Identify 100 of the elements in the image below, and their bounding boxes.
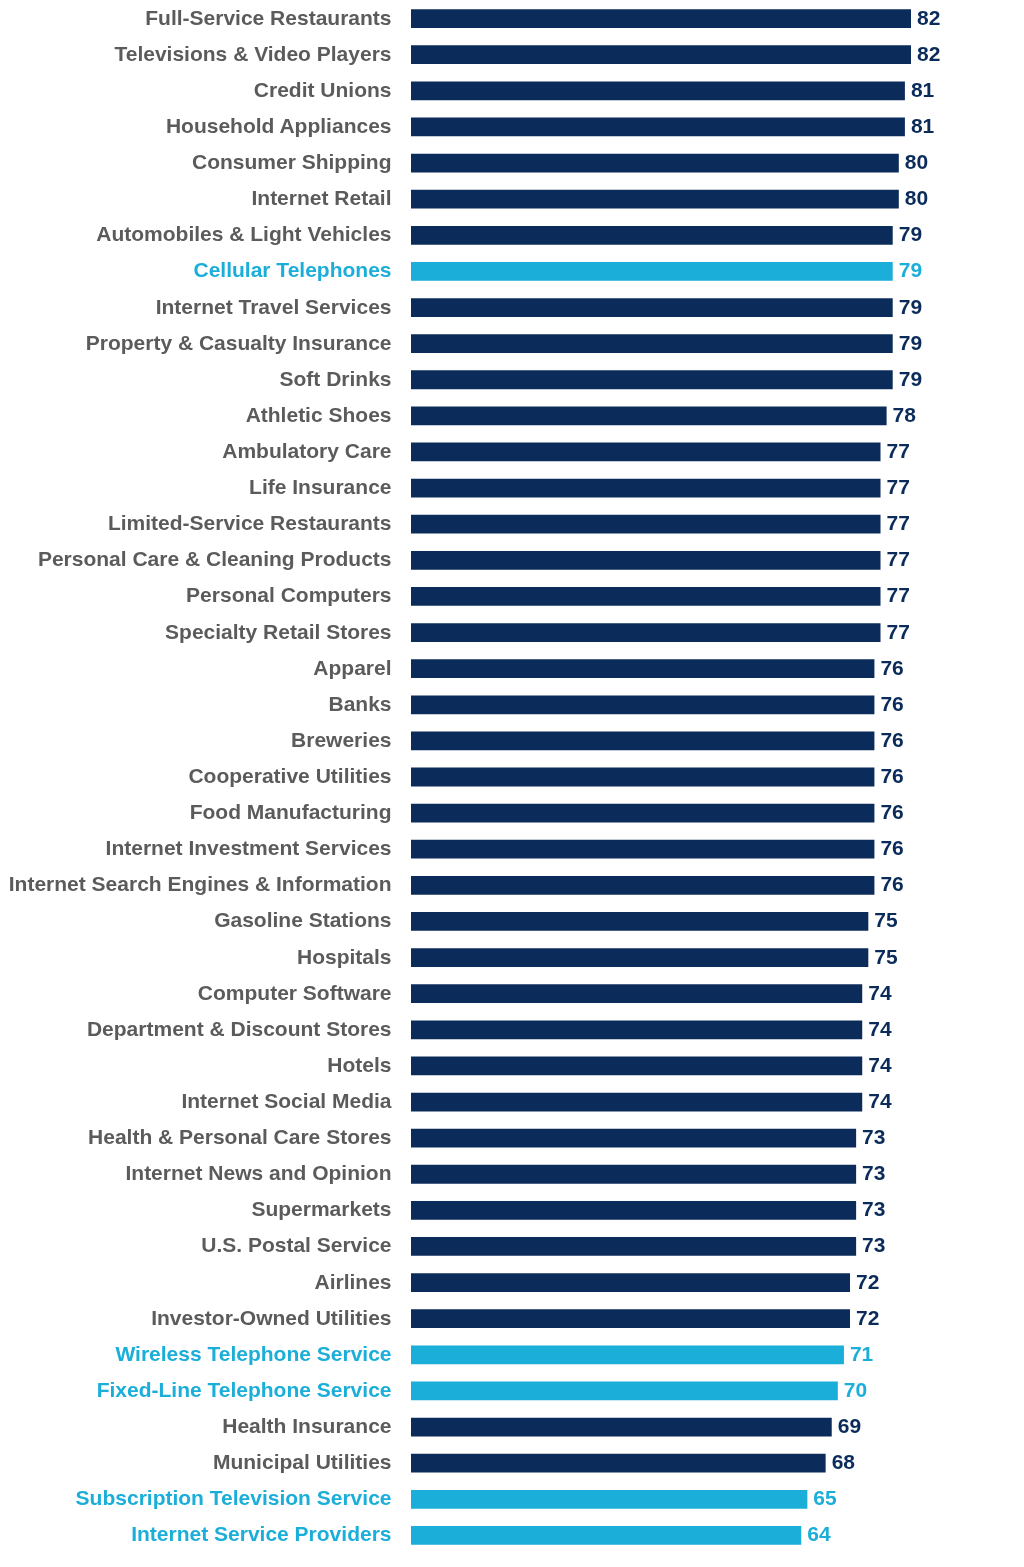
data-label: 70 bbox=[843, 1377, 868, 1401]
bar bbox=[411, 1237, 857, 1256]
bar bbox=[411, 117, 905, 137]
bar bbox=[411, 1309, 851, 1329]
data-label: 82 bbox=[917, 41, 941, 65]
y-tick-label: Televisions & Video Players bbox=[114, 41, 392, 65]
data-label: 79 bbox=[898, 330, 923, 354]
y-tick-label: Municipal Utilities bbox=[212, 1450, 392, 1474]
y-tick-label: Life Insurance bbox=[249, 475, 392, 499]
bar bbox=[411, 1526, 802, 1545]
bar bbox=[411, 225, 893, 245]
y-tick-label: Apparel bbox=[313, 655, 392, 679]
y-tick-label: Personal Computers bbox=[186, 583, 392, 607]
data-label: 81 bbox=[910, 113, 935, 137]
y-tick-label: Health Insurance bbox=[222, 1414, 392, 1438]
bar bbox=[411, 1489, 808, 1509]
data-label: 81 bbox=[910, 77, 935, 101]
data-label: 76 bbox=[880, 872, 904, 896]
data-label: 74 bbox=[868, 1016, 892, 1040]
data-label: 80 bbox=[904, 150, 929, 174]
data-label: 76 bbox=[880, 691, 904, 715]
y-tick-label: Internet Search Engines & Information bbox=[8, 872, 392, 896]
data-label: 79 bbox=[898, 294, 923, 318]
y-tick-label: Consumer Shipping bbox=[192, 150, 392, 174]
data-label: 82 bbox=[917, 5, 941, 29]
bar bbox=[411, 803, 875, 823]
bar bbox=[411, 984, 863, 1004]
bar bbox=[411, 1092, 863, 1112]
data-label: 74 bbox=[868, 1089, 892, 1113]
data-label: 79 bbox=[898, 222, 923, 246]
y-tick-label: Internet Service Providers bbox=[131, 1522, 392, 1546]
data-label: 75 bbox=[874, 944, 898, 968]
data-label: 76 bbox=[880, 764, 904, 787]
y-tick-label: Subscription Television Service bbox=[75, 1486, 392, 1510]
data-label: 76 bbox=[880, 727, 904, 751]
y-tick-label: Gasoline Stations bbox=[214, 908, 392, 932]
y-tick-label: Health & Personal Care Stores bbox=[88, 1125, 392, 1149]
bar bbox=[411, 1020, 863, 1040]
data-label: 77 bbox=[886, 438, 910, 462]
y-tick-label: Cooperative Utilities bbox=[188, 764, 392, 787]
data-label: 73 bbox=[862, 1233, 886, 1257]
data-label: 65 bbox=[813, 1486, 838, 1510]
bar bbox=[411, 1200, 857, 1220]
data-label: 78 bbox=[892, 402, 917, 426]
y-tick-label: Internet Investment Services bbox=[105, 836, 392, 860]
bar bbox=[411, 1453, 826, 1473]
data-label: 68 bbox=[831, 1450, 856, 1474]
bar bbox=[411, 298, 893, 317]
bar bbox=[411, 839, 875, 859]
data-label: 77 bbox=[886, 583, 910, 607]
bar bbox=[411, 550, 881, 570]
bar bbox=[411, 442, 881, 462]
y-tick-label: Internet Retail bbox=[251, 186, 392, 210]
bar bbox=[411, 370, 893, 390]
bar bbox=[411, 478, 881, 498]
bar bbox=[411, 45, 911, 65]
y-tick-label: Airlines bbox=[314, 1269, 392, 1293]
bar bbox=[411, 1381, 838, 1401]
y-tick-label: Specialty Retail Stores bbox=[165, 619, 392, 643]
bar bbox=[411, 695, 875, 715]
data-label: 71 bbox=[849, 1341, 874, 1365]
y-tick-label: Hospitals bbox=[296, 944, 392, 968]
y-tick-label: Credit Unions bbox=[253, 77, 392, 101]
bar bbox=[411, 514, 881, 534]
bar bbox=[411, 1164, 857, 1184]
y-tick-label: Banks bbox=[328, 691, 392, 715]
bar bbox=[411, 948, 869, 967]
data-label: 79 bbox=[898, 366, 923, 390]
bar bbox=[411, 153, 899, 173]
y-tick-label: Food Manufacturing bbox=[189, 800, 392, 824]
y-tick-label: Household Appliances bbox=[165, 113, 392, 137]
data-label: 75 bbox=[874, 908, 898, 932]
data-label: 76 bbox=[880, 836, 904, 860]
bar bbox=[411, 587, 881, 606]
data-label: 80 bbox=[904, 186, 929, 210]
data-label: 64 bbox=[807, 1522, 831, 1546]
data-label: 73 bbox=[862, 1125, 886, 1149]
y-tick-label: Athletic Shoes bbox=[245, 402, 392, 426]
bar bbox=[411, 731, 875, 751]
bar bbox=[411, 912, 869, 931]
bar bbox=[411, 1273, 851, 1292]
data-label: 76 bbox=[880, 800, 904, 824]
data-label: 74 bbox=[868, 1052, 892, 1076]
data-label: 76 bbox=[880, 655, 904, 679]
data-label: 69 bbox=[837, 1414, 862, 1438]
data-label: 73 bbox=[862, 1197, 886, 1221]
bar bbox=[411, 262, 893, 281]
bar bbox=[411, 1128, 857, 1148]
bar bbox=[411, 767, 875, 787]
data-label: 74 bbox=[868, 980, 892, 1004]
data-label: 73 bbox=[862, 1161, 886, 1185]
y-tick-label: Limited-Service Restaurants bbox=[107, 511, 392, 535]
y-tick-label: Department & Discount Stores bbox=[86, 1016, 392, 1040]
y-tick-label: Soft Drinks bbox=[279, 366, 392, 390]
bar bbox=[411, 9, 911, 28]
bar bbox=[411, 1345, 844, 1365]
data-label: 77 bbox=[886, 475, 910, 499]
data-label: 79 bbox=[898, 258, 923, 282]
y-tick-label: Internet News and Opinion bbox=[125, 1161, 392, 1185]
bar bbox=[411, 406, 887, 426]
